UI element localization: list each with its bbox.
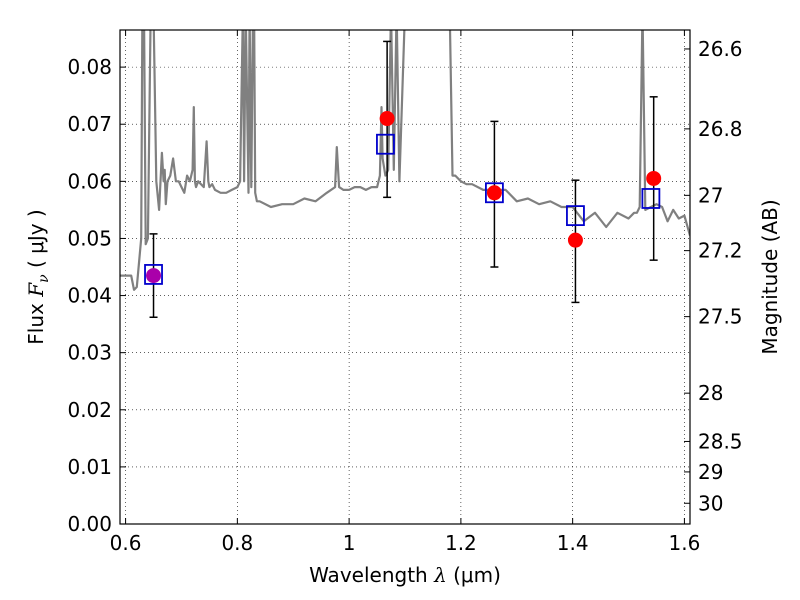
observed-point: [567, 232, 583, 248]
ticks: 0.6 0.8 1 1.2 1.4 1.6 0.00 0.01 0.02 0.03 0.04 0.05…: [67, 30, 743, 555]
y-axis-right-label: Magnitude (AB): [758, 199, 782, 354]
y-axis-label-prefix: Flux: [24, 297, 48, 345]
y-tick-label: 0.08: [67, 55, 112, 79]
y-axis-label-symbol: F: [24, 282, 48, 298]
x-tick-label: 1.6: [669, 531, 701, 555]
x-tick-label: 1.2: [445, 531, 477, 555]
y-tick-label: 0.05: [67, 226, 112, 250]
y-tick-label: 0.07: [67, 112, 112, 136]
y-tick-label: 0.06: [67, 169, 112, 193]
markers: [144, 40, 662, 319]
observed-point: [146, 268, 162, 284]
plot-area: [120, 30, 690, 291]
x-axis-label-symbol: λ: [433, 563, 447, 587]
mag-tick-label: 29: [698, 460, 723, 484]
y-tick-label: 0.00: [67, 512, 112, 536]
model-point: [376, 133, 395, 155]
plot-background: [120, 30, 690, 524]
y-tick-label: 0.01: [67, 455, 112, 479]
mag-tick-label: 27: [698, 183, 723, 207]
y-tick-label: 0.03: [67, 341, 112, 365]
plot-frame: [119, 29, 691, 525]
x-tick-label: 1.4: [557, 531, 589, 555]
mag-tick-label: 30: [698, 491, 723, 515]
observed-point: [486, 185, 502, 201]
x-tick-label: 0.8: [221, 531, 253, 555]
x-axis-label-prefix: Wavelength: [309, 563, 434, 587]
y-tick-label: 0.02: [67, 398, 112, 422]
spectrum-line: [120, 30, 690, 291]
x-tick-label: 0.6: [110, 531, 142, 555]
mag-tick-label: 26.8: [698, 117, 743, 141]
mag-tick-label: 27.5: [698, 305, 743, 329]
y-axis-label-suffix: ( μJy ): [24, 209, 48, 274]
model-point: [485, 182, 504, 204]
model-point: [641, 188, 661, 209]
x-tick-label: 1: [343, 531, 356, 555]
y-axis-label: Flux Fν ( μJy ): [24, 209, 52, 344]
model-point: [144, 264, 163, 285]
observed-point: [646, 170, 662, 186]
x-axis-label-suffix: (μm): [447, 563, 501, 587]
x-axis-label: Wavelength λ (μm): [309, 563, 501, 587]
mag-tick-label: 26.6: [698, 37, 743, 61]
mag-tick-label: 28.5: [698, 429, 743, 453]
observed-point: [379, 111, 395, 127]
y-axis-label-subscript: ν: [36, 274, 52, 283]
mag-tick-label: 28: [698, 381, 723, 405]
model-point: [566, 205, 585, 227]
mag-tick-label: 27.2: [698, 239, 743, 263]
y-tick-label: 0.04: [67, 284, 112, 308]
